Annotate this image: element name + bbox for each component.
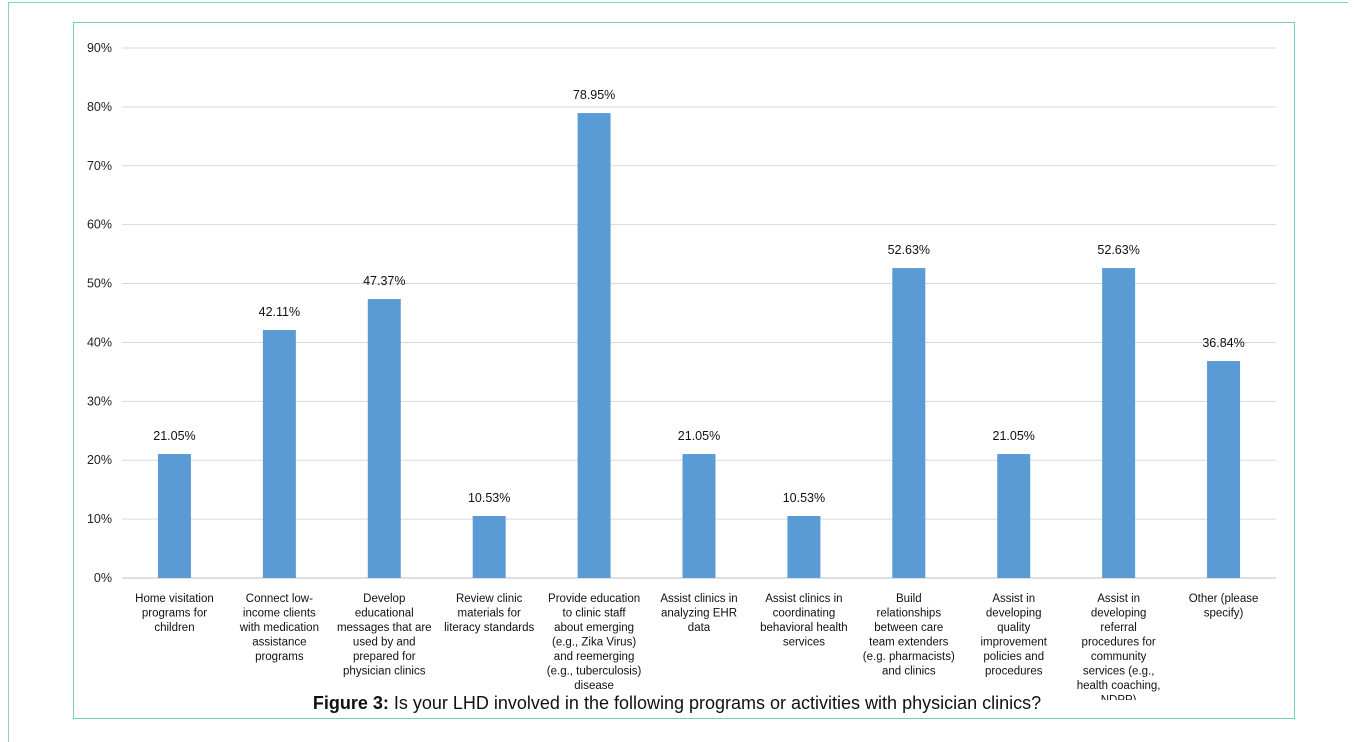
- data-label: 21.05%: [993, 429, 1035, 443]
- y-tick-label: 70%: [87, 159, 112, 173]
- bar: [1207, 361, 1241, 578]
- bar: [997, 454, 1031, 578]
- category-label: Assist clinics in analyzing EHR data: [660, 593, 737, 634]
- y-tick-label: 10%: [87, 512, 112, 526]
- category-label: Provide education to clinic staff about em…: [547, 593, 642, 692]
- category-label: Other (please specify): [1189, 593, 1259, 620]
- bar: [577, 113, 611, 579]
- y-tick-label: 0%: [94, 571, 112, 585]
- category-label: Assist clinics in coordinating behavioral …: [760, 593, 848, 649]
- category-labels: Home visitation programs for children Conne…: [135, 593, 1258, 700]
- bar: [262, 330, 296, 578]
- data-label: 47.37%: [363, 274, 405, 288]
- y-tick-label: 50%: [87, 277, 112, 291]
- bar: [682, 454, 716, 578]
- bar: [367, 299, 401, 578]
- bar: [157, 454, 191, 578]
- category-label: Review clinic materials for literacy stand…: [444, 593, 534, 634]
- category-label: Develop educational messages that are used …: [337, 593, 432, 678]
- data-label: 21.05%: [678, 429, 720, 443]
- figure-caption: Figure 3: Is your LHD involved in the fo…: [0, 693, 1354, 714]
- data-labels: 21.05% 42.11% 47.37% 10.53% 78.95% 21.05% 10.5…: [153, 88, 1244, 505]
- data-label: 52.63%: [1097, 243, 1139, 257]
- data-label: 52.63%: [888, 243, 930, 257]
- bar: [892, 268, 926, 578]
- y-tick-label: 20%: [87, 453, 112, 467]
- page-frame: [8, 2, 1348, 742]
- category-label: Build relationships between care team exten…: [863, 593, 955, 678]
- y-tick-label: 90%: [87, 41, 112, 55]
- figure-caption-label: Figure 3:: [312, 693, 389, 713]
- bars: [157, 113, 1241, 579]
- y-tick-label: 30%: [87, 394, 112, 408]
- data-label: 36.84%: [1202, 336, 1244, 350]
- data-label: 78.95%: [573, 88, 615, 102]
- y-tick-label: 80%: [87, 100, 112, 114]
- category-label: Connect low-income clients with medicatio…: [239, 593, 319, 663]
- category-label: Assist in developing referral procedures fo…: [1077, 593, 1161, 700]
- bar-chart: 0% 10% 20% 30% 40% 50% 60% 70% 80% 90% 21.05% 42.1…: [87, 41, 1276, 700]
- y-tick-label: 60%: [87, 218, 112, 232]
- data-label: 21.05%: [153, 429, 195, 443]
- y-axis-ticks: 0% 10% 20% 30% 40% 50% 60% 70% 80% 90%: [87, 41, 112, 585]
- data-label: 10.53%: [468, 491, 510, 505]
- bar: [787, 515, 821, 578]
- category-label: Assist in developing quality improvement pol…: [980, 593, 1047, 678]
- figure-caption-text: Is your LHD involved in the following pr…: [388, 693, 1042, 713]
- y-tick-label: 40%: [87, 335, 112, 349]
- data-label: 42.11%: [259, 305, 300, 319]
- category-label: Home visitation programs for children: [135, 593, 214, 634]
- data-label: 10.53%: [783, 491, 825, 505]
- bar: [1102, 268, 1136, 578]
- bar: [472, 515, 506, 578]
